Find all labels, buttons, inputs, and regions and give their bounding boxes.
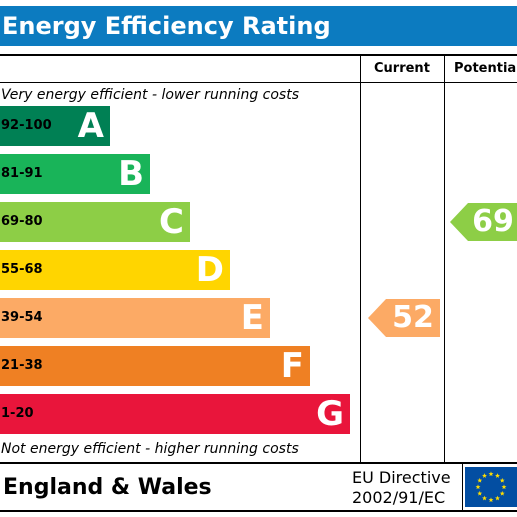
- country-label: England & Wales: [3, 475, 212, 500]
- eu-star-icon: [499, 477, 505, 483]
- band-g: 1-20 G: [0, 394, 350, 434]
- eu-star-icon: [482, 495, 487, 501]
- current-rating-value: 52: [392, 300, 434, 335]
- eu-star-icon: [495, 473, 500, 478]
- eu-star-icon: [477, 490, 483, 496]
- band-letter: G: [316, 394, 344, 434]
- band-letter: A: [77, 106, 104, 146]
- frame-divider-footer: [462, 464, 463, 511]
- band-f: 21-38 F: [0, 346, 310, 386]
- eu-flag-icon: [465, 467, 517, 507]
- band-range-label: 69-80: [1, 214, 43, 229]
- current-arrow-shape: [368, 299, 440, 337]
- eu-star-icon: [501, 484, 507, 490]
- eu-star-icon: [488, 471, 494, 477]
- note-top: Very energy efficient - lower running co…: [1, 87, 299, 103]
- directive-line-2: 2002/91/EC: [352, 488, 446, 507]
- band-letter: C: [159, 202, 184, 242]
- column-header-current: Current: [374, 61, 430, 76]
- band-range-label: 1-20: [1, 406, 34, 421]
- frame-divider-current: [360, 54, 361, 464]
- frame-top-line: [0, 54, 517, 56]
- band-range-label: 55-68: [1, 262, 43, 277]
- band-d: 55-68 D: [0, 250, 230, 290]
- frame-body-bottom-line: [0, 462, 517, 464]
- potential-arrow-shape: [450, 203, 517, 241]
- band-letter: B: [118, 154, 144, 194]
- eu-star-icon: [477, 477, 483, 483]
- note-bottom: Not energy efficient - higher running co…: [1, 441, 299, 457]
- chart-title: Energy Efficiency Rating: [0, 6, 517, 46]
- frame-divider-potential: [444, 54, 445, 464]
- band-letter: F: [280, 346, 304, 386]
- band-c: 69-80 C: [0, 202, 190, 242]
- band-letter: E: [240, 298, 264, 338]
- column-header-potential: Potential: [454, 61, 517, 76]
- eu-star-icon: [475, 484, 481, 490]
- band-b: 81-91 B: [0, 154, 150, 194]
- eu-star-icon: [482, 473, 487, 478]
- eu-star-icon: [499, 490, 505, 496]
- band-range-label: 21-38: [1, 358, 43, 373]
- frame-bottom-line: [0, 510, 517, 512]
- band-range-label: 92-100: [1, 118, 52, 133]
- eu-star-icon: [488, 497, 494, 503]
- band-e: 39-54 E: [0, 298, 270, 338]
- band-range-label: 39-54: [1, 310, 43, 325]
- potential-rating-value: 69: [472, 204, 514, 239]
- frame-header-line: [0, 82, 517, 83]
- band-letter: D: [195, 250, 224, 290]
- eu-star-icon: [495, 495, 500, 501]
- band-range-label: 81-91: [1, 166, 43, 181]
- band-a: 92-100 A: [0, 106, 110, 146]
- directive-line-1: EU Directive: [352, 468, 451, 487]
